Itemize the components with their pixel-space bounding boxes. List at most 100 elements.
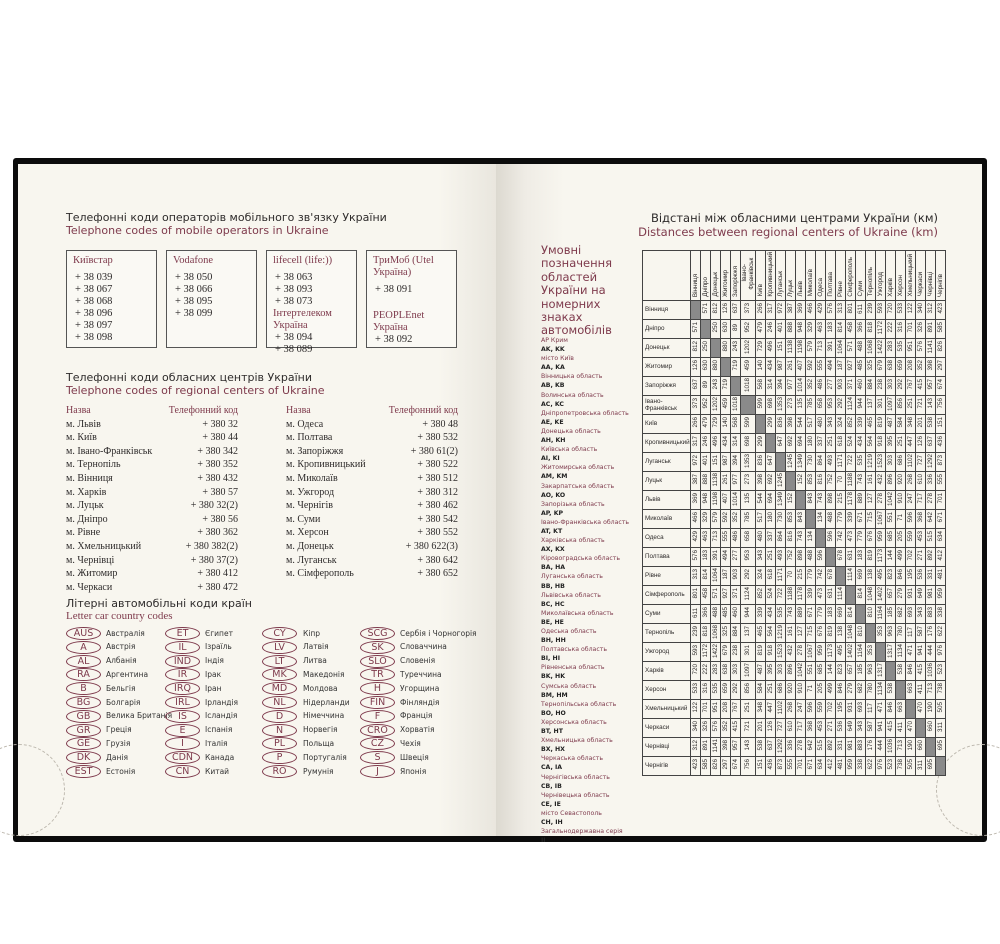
distance-value: 151: [711, 455, 719, 466]
distance-cell: [784, 470, 796, 491]
distance-cell: 415: [914, 660, 926, 681]
distance-cell: [764, 432, 776, 453]
distance-cell: 779: [804, 565, 816, 586]
distance-cell: 801: [689, 584, 701, 605]
distance-value: 1172: [701, 643, 709, 658]
distance-cell: 479: [699, 413, 711, 434]
distance-cell: 144: [824, 660, 836, 681]
distance-value: 387: [691, 474, 699, 485]
distance-value: 311: [916, 759, 924, 770]
distance-cell: 977: [784, 375, 796, 396]
distance-cell: 571: [709, 584, 721, 605]
distance-cell: 611: [689, 603, 701, 624]
phone-code: + 380 652: [417, 568, 458, 580]
country-code-oval: S: [360, 751, 395, 765]
distance-cell: 1219: [774, 622, 786, 643]
distance-cell: 453: [914, 527, 926, 548]
distance-cell: 324: [834, 413, 846, 434]
city-name: м. Донецьк: [286, 540, 334, 552]
plate-code: BT, HT: [541, 728, 563, 736]
distance-cell: [689, 299, 701, 320]
distance-value: 495: [836, 645, 844, 656]
distance-cell: 642: [924, 508, 936, 529]
distance-value: 738: [936, 683, 944, 694]
city-name: м. Вінниця: [66, 472, 113, 484]
row-header: Тернопіль: [642, 622, 691, 643]
operator-code: + 38 091: [375, 284, 413, 295]
phone-code: + 380 432: [197, 472, 238, 484]
country-name: Португалія: [303, 752, 347, 762]
distance-value: 143: [744, 740, 752, 751]
distance-cell: 313: [689, 565, 701, 586]
operator-code: + 38 096: [75, 308, 113, 319]
distance-value: 843: [796, 512, 804, 523]
distance-cell: 391: [824, 337, 836, 358]
operator-code: + 38 089: [275, 344, 313, 355]
distance-cell: 685: [814, 660, 826, 681]
distance-cell: [844, 584, 856, 605]
distance-value: 889: [796, 607, 804, 618]
distance-cell: 630: [719, 318, 731, 339]
distance-value: 1245: [776, 472, 784, 487]
distance-value: 1349: [776, 491, 784, 506]
region-name: Рівненська область: [541, 664, 605, 672]
distance-value: 743: [796, 531, 804, 542]
distance-cell: 222: [699, 660, 711, 681]
distance-cell: 579: [804, 337, 816, 358]
distance-cell: 394: [729, 451, 741, 472]
distance-value: 843: [806, 493, 814, 504]
distance-cell: 1173: [824, 641, 836, 662]
column-header-label: Хмельницький: [906, 254, 914, 297]
operator-code: + 38 050: [175, 272, 213, 283]
distance-value: 630: [721, 322, 729, 333]
distance-value: 1422: [876, 339, 884, 354]
distances-subtitle: Distances between regional centers of Uk…: [638, 225, 938, 239]
distance-cell: 743: [794, 527, 806, 548]
distance-value: 273: [744, 474, 752, 485]
distance-value: 394: [731, 455, 739, 466]
distance-cell: 411: [894, 717, 906, 738]
distance-value: 458: [701, 588, 709, 599]
distance-cell: 266: [689, 413, 701, 434]
region-name: Чернігівська область: [541, 773, 610, 781]
distance-cell: 584: [754, 679, 766, 700]
distance-cell: 533: [894, 299, 906, 320]
distance-value: 823: [836, 664, 844, 675]
distance-value: 190: [906, 740, 914, 751]
column-header: Житомир: [719, 250, 731, 301]
distance-value: 299: [766, 417, 774, 428]
distance-cell: 151: [934, 413, 946, 434]
distance-value: 642: [926, 512, 934, 523]
distance-cell: 1036: [924, 660, 936, 681]
regional-table-left: Назва Телефонний код м. Львів + 380 32 м. …: [66, 404, 238, 594]
distance-cell: 278: [794, 641, 806, 662]
distance-value: 694: [796, 436, 804, 447]
distance-value: 373: [744, 303, 752, 314]
distance-cell: 299: [754, 432, 766, 453]
distance-cell: 453: [814, 717, 826, 738]
column-header: Рівне: [834, 250, 846, 301]
distance-cell: 1048: [864, 584, 876, 605]
distance-cell: 343: [824, 413, 836, 434]
distance-cell: 659: [719, 679, 731, 700]
distance-value: 463: [701, 531, 709, 542]
distance-value: 144: [826, 664, 834, 675]
distance-cell: 271: [824, 717, 836, 738]
country-code-oval: N: [262, 723, 297, 737]
distance-value: 303: [731, 664, 739, 675]
distance-cell: 134: [814, 508, 826, 529]
region-name: Загальнодержавна серія: [541, 828, 623, 836]
distance-value: 873: [776, 759, 784, 770]
distance-cell: 239: [864, 299, 876, 320]
distance-cell: 927: [719, 584, 731, 605]
distance-cell: 208: [719, 698, 731, 719]
plate-code: AK, KK: [541, 346, 565, 354]
distance-value: 717: [796, 721, 804, 732]
row-header: Чернівці: [642, 736, 691, 757]
distance-value: 292: [896, 379, 904, 390]
table-row: Тернопіль 239 818 1068 325 884 137 465 564 1219 16…: [642, 622, 946, 643]
distance-value: 738: [896, 759, 904, 770]
distance-value: 685: [886, 531, 894, 542]
distance-cell: 674: [934, 375, 946, 396]
distance-value: 261: [721, 474, 729, 485]
